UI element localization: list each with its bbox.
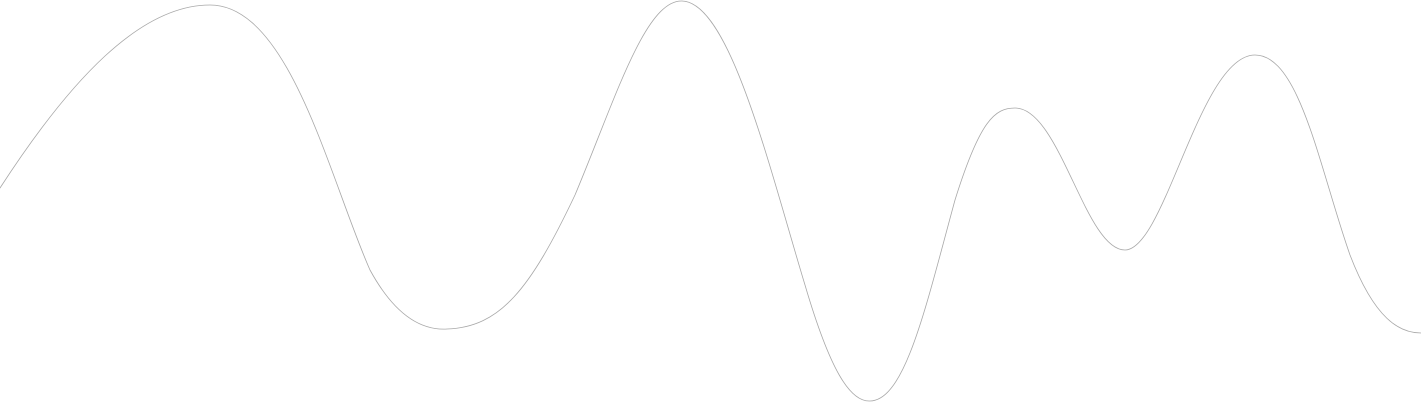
wave-canvas: [0, 0, 1421, 402]
background: [0, 0, 1421, 402]
wave-line: [0, 0, 1421, 402]
